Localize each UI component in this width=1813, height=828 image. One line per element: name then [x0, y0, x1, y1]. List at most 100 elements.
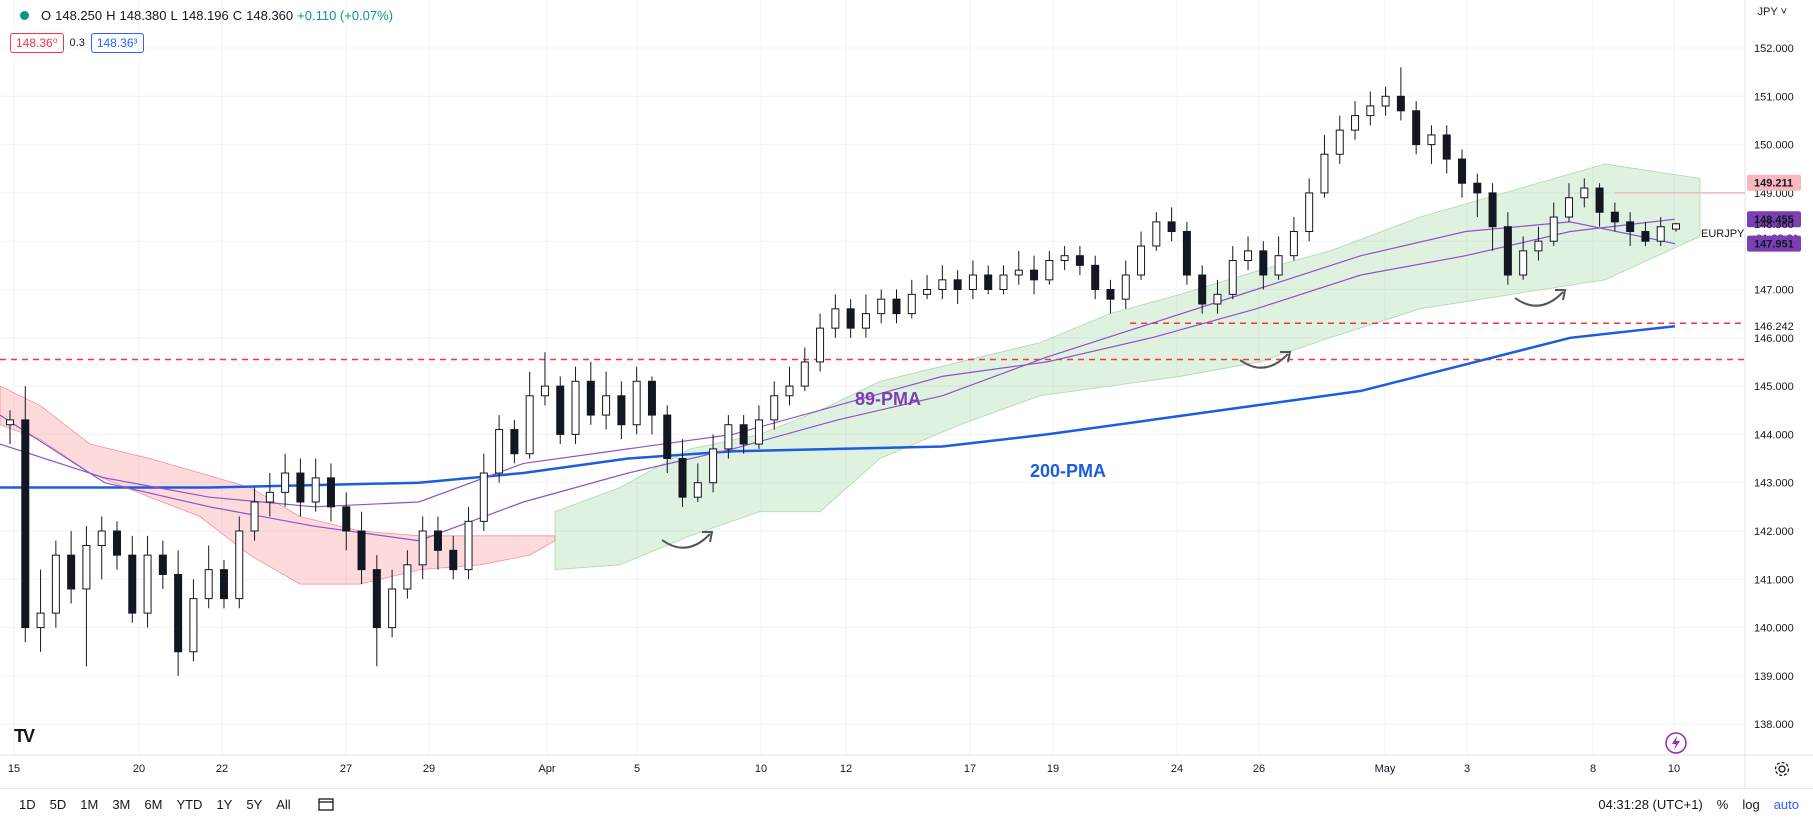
candle	[647, 376, 656, 435]
candle	[1366, 91, 1375, 126]
candle	[831, 294, 840, 338]
candle-body	[326, 477, 335, 508]
candle	[1289, 217, 1298, 261]
candle-body	[663, 414, 672, 460]
range-button-ytd[interactable]: YTD	[176, 797, 203, 812]
x-tick-label: 12	[840, 763, 852, 775]
clock-display[interactable]: 04:31:28 (UTC+1)	[1598, 797, 1703, 812]
y-tick-label: 140.000	[1754, 623, 1794, 635]
candle	[1045, 250, 1054, 285]
range-button-1d[interactable]: 1D	[19, 797, 36, 812]
price-tag: 149.211	[1747, 174, 1801, 191]
y-tick-label: 144.000	[1754, 429, 1794, 441]
currency-selector[interactable]: JPY ˅	[1758, 6, 1787, 18]
gear-icon[interactable]	[1773, 760, 1791, 778]
sell-button[interactable]: 148.36⁰	[10, 33, 64, 53]
ma-line	[0, 218, 1676, 508]
ma-line	[0, 221, 1676, 542]
y-tick-label: 151.000	[1754, 91, 1794, 103]
range-button-1y[interactable]: 1Y	[216, 797, 233, 812]
candle	[250, 487, 259, 541]
candle-body	[1595, 187, 1604, 213]
candle-body	[250, 501, 259, 532]
auto-toggle[interactable]: auto	[1773, 797, 1799, 812]
candle-body	[1427, 134, 1436, 146]
price-axis[interactable]: 138.000 139.000 140.000 141.000 142.000 143.0…	[1754, 43, 1794, 731]
candle-body	[1289, 231, 1298, 257]
candle	[1381, 86, 1390, 116]
x-tick-label: 3	[1464, 763, 1470, 775]
range-button-3m[interactable]: 3M	[112, 797, 131, 812]
candle-body	[556, 385, 565, 435]
candle-body	[1167, 221, 1176, 233]
candle-body	[1473, 182, 1482, 194]
price-tag-bg	[1747, 235, 1801, 252]
x-tick-label: 27	[340, 763, 352, 775]
cloud-green	[554, 163, 1701, 571]
x-tick-label: 26	[1253, 763, 1265, 775]
candle	[143, 535, 152, 628]
candle-body	[846, 308, 855, 329]
candle	[1305, 178, 1314, 242]
candle	[709, 434, 718, 493]
candle-body	[831, 308, 840, 329]
percent-toggle[interactable]: %	[1716, 797, 1729, 812]
candle-body	[158, 554, 167, 575]
candle-body	[1182, 231, 1191, 276]
candle-body	[204, 569, 213, 600]
candle-body	[1351, 115, 1360, 131]
candle	[1641, 221, 1650, 247]
y-tick-label: 145.000	[1754, 381, 1794, 393]
candle-body	[433, 530, 442, 551]
candle	[525, 371, 534, 459]
candle-body	[1381, 95, 1390, 107]
candle	[999, 265, 1008, 295]
buy-button[interactable]: 148.36³	[90, 33, 144, 53]
candle	[449, 535, 458, 580]
candle-body	[647, 380, 656, 416]
range-button-5d[interactable]: 5D	[49, 797, 67, 812]
price-tag: 146.242	[1754, 321, 1794, 333]
candle	[82, 526, 91, 667]
lightning-icon[interactable]	[1664, 731, 1688, 755]
candle	[479, 453, 488, 531]
candle-body	[1091, 264, 1100, 291]
range-button-1m[interactable]: 1M	[80, 797, 99, 812]
candle	[663, 405, 672, 474]
candle	[923, 275, 932, 300]
candle-body	[342, 506, 351, 532]
candle	[1427, 125, 1436, 164]
range-button-5y[interactable]: 5Y	[246, 797, 263, 812]
candle-body	[1045, 260, 1054, 281]
candle	[1351, 101, 1360, 140]
candle	[1458, 149, 1467, 198]
range-button-6m[interactable]: 6M	[144, 797, 163, 812]
candle-body	[923, 289, 932, 295]
log-toggle[interactable]: log	[1742, 797, 1760, 812]
x-tick-label: Apr	[538, 763, 555, 775]
candle	[953, 270, 962, 304]
y-tick-label: 152.000	[1754, 43, 1794, 55]
x-tick-label: May	[1375, 763, 1396, 775]
time-axis[interactable]: 15 20 22 27 29 Apr 5 10 12 17 19 24 26 May 3 8 10	[8, 763, 1680, 775]
price-tag-label: 148.455	[1754, 214, 1794, 226]
candle	[1335, 115, 1344, 164]
candle-body	[953, 279, 962, 290]
candle	[754, 405, 763, 449]
calendar-icon[interactable]	[318, 797, 334, 811]
x-tick-label: 29	[423, 763, 435, 775]
range-button-all[interactable]: All	[276, 797, 291, 812]
candle-body	[82, 544, 91, 590]
candle	[311, 458, 320, 512]
candle-body	[1305, 192, 1314, 233]
candle	[1152, 212, 1161, 251]
candle	[1167, 207, 1176, 242]
candle	[724, 415, 733, 459]
candle	[571, 366, 580, 445]
candle	[1060, 246, 1069, 271]
candle	[1396, 67, 1405, 121]
y-tick-label: 150.000	[1754, 140, 1794, 152]
price-tag-bg	[1747, 211, 1801, 228]
